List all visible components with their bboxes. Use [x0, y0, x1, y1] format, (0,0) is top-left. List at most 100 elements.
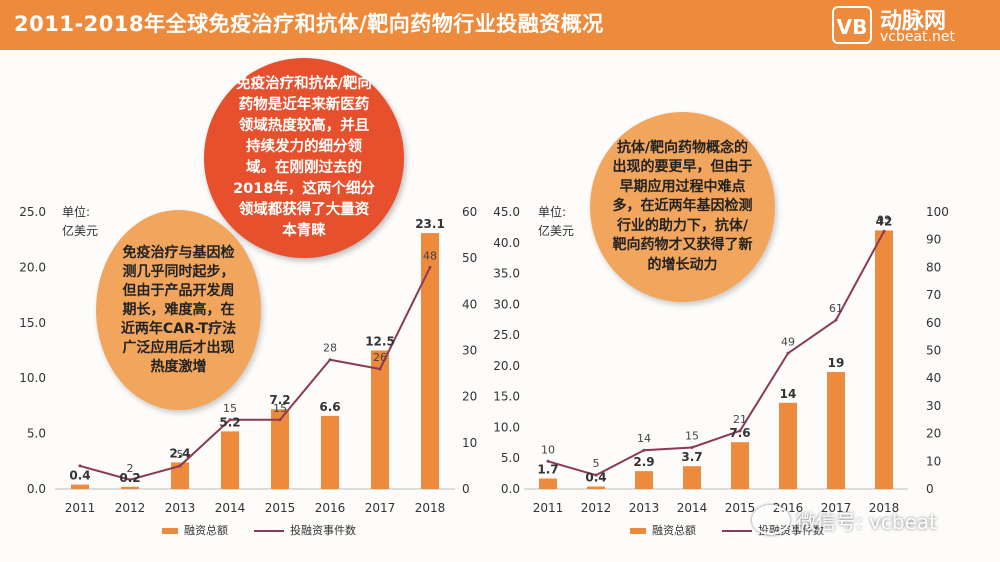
bar-2016 — [321, 415, 339, 489]
legend-line-label: 投融资事件数 — [290, 523, 356, 537]
y-left-tick-label: 25.0 — [19, 205, 46, 219]
y-right-tick-label: 10 — [926, 454, 941, 468]
y-left-tick-label: 45.0 — [493, 205, 520, 219]
y-left-tick-label: 15.0 — [493, 390, 520, 404]
event-count-point-2011 — [546, 459, 550, 463]
y-left-tick-label: 0.0 — [27, 482, 46, 496]
bar-2014 — [221, 431, 239, 489]
event-count-label-2012: 5 — [593, 457, 600, 470]
bar-value-label-2016: 14 — [780, 387, 797, 401]
legend-bar-swatch — [630, 528, 646, 534]
vcbeat-logo-url: vcbeat.net — [880, 29, 955, 45]
immuno-antibody-summary-bubble: 免疫治疗和抗体/靶向药物是近年来新医药领域热度较高，并且持续发力的细分领域。在刚… — [204, 58, 404, 258]
event-count-point-2013 — [178, 464, 182, 468]
bar-value-label-2018: 42 — [876, 214, 893, 228]
x-tick-label-2011: 2011 — [533, 501, 564, 515]
bar-value-label-2014: 5.2 — [219, 415, 240, 429]
x-tick-label-2017: 2017 — [365, 501, 396, 515]
x-tick-label-2018: 2018 — [415, 501, 446, 515]
event-count-point-2017 — [378, 367, 382, 371]
bar-2015 — [731, 442, 749, 489]
bar-value-label-2015: 7.6 — [729, 426, 750, 440]
y-right-tick-label: 60 — [462, 205, 477, 219]
bar-2012 — [587, 486, 605, 489]
x-tick-label-2018: 2018 — [869, 501, 900, 515]
y-left-tick-label: 20.0 — [19, 260, 46, 274]
immunotherapy-note-bubble: 免疫治疗与基因检测几乎同时起步，但由于产品开发周期长，难度高，在近两年CAR-T… — [96, 210, 261, 410]
event-count-point-2011 — [78, 464, 82, 468]
x-tick-label-2015: 2015 — [725, 501, 756, 515]
bar-2017 — [827, 372, 845, 489]
y-right-tick-label: 0 — [926, 482, 934, 496]
x-tick-label-2016: 2016 — [315, 501, 346, 515]
event-count-label-2016: 28 — [323, 342, 337, 355]
x-tick-label-2011: 2011 — [65, 501, 96, 515]
event-count-label-2011: 10 — [541, 443, 555, 456]
bar-2014 — [683, 466, 701, 489]
event-count-label-2014: 15 — [685, 429, 699, 442]
event-count-point-2018 — [428, 265, 432, 269]
y-right-tick-label: 20 — [462, 390, 477, 404]
bar-value-label-2012: 0.2 — [119, 471, 140, 485]
y-right-tick-label: 30 — [462, 344, 477, 358]
y-right-tick-label: 100 — [926, 205, 949, 219]
x-tick-label-2012: 2012 — [581, 501, 612, 515]
event-count-point-2015 — [738, 429, 742, 433]
y-left-tick-label: 5.0 — [501, 451, 520, 465]
event-count-point-2016 — [328, 358, 332, 362]
bar-2011 — [539, 478, 557, 489]
y-left-tick-label: 10.0 — [493, 420, 520, 434]
event-count-point-2018 — [882, 229, 886, 233]
x-tick-label-2017: 2017 — [821, 501, 852, 515]
wechat-watermark: 微信号: vcbeat — [752, 505, 937, 535]
event-count-point-2015 — [278, 418, 282, 422]
bar-2016 — [779, 402, 797, 489]
event-count-point-2012 — [594, 473, 598, 477]
event-count-label-2016: 49 — [781, 335, 795, 348]
y-right-tick-label: 10 — [462, 436, 477, 450]
antibody-note-bubble: 抗体/靶向药物概念的出现的要更早，但由于早期应用过程中难点多，在近两年基因检测行… — [590, 112, 775, 302]
y-right-tick-label: 70 — [926, 288, 941, 302]
y-left-tick-label: 20.0 — [493, 359, 520, 373]
legend-bar-label: 融资总额 — [184, 523, 228, 537]
y-right-tick-label: 50 — [462, 251, 477, 265]
x-tick-label-2013: 2013 — [629, 501, 660, 515]
page-title: 2011-2018年全球免疫治疗和抗体/靶向药物行业投融资概况 — [14, 12, 604, 36]
event-count-label-2012: 2 — [127, 462, 134, 475]
event-count-label-2013: 14 — [637, 432, 651, 445]
y-right-tick-label: 50 — [926, 344, 941, 358]
bar-value-label-2011: 1.7 — [537, 463, 558, 477]
event-count-point-2014 — [690, 445, 694, 449]
event-count-line — [547, 230, 885, 477]
unit-label-line1: 单位: — [538, 204, 566, 219]
bar-2011 — [71, 484, 89, 489]
event-count-point-2017 — [834, 318, 838, 322]
y-left-tick-label: 30.0 — [493, 297, 520, 311]
y-right-tick-label: 30 — [926, 399, 941, 413]
y-left-tick-label: 0.0 — [501, 482, 520, 496]
event-count-point-2016 — [786, 351, 790, 355]
bar-value-label-2012: 0.4 — [585, 471, 606, 485]
immunotherapy-financing-chart: 单位: 亿美元 0.0 5.0 10.0 15.0 20.0 25.0 0 10 20 30 40 50 6… — [19, 204, 477, 537]
event-count-label-2013: 5 — [177, 448, 184, 461]
event-count-label-2018: 93 — [877, 213, 891, 226]
event-count-label-2015: 15 — [273, 402, 287, 415]
event-count-point-2013 — [642, 448, 646, 452]
bar-2018 — [421, 233, 439, 489]
bar-value-label-2017: 12.5 — [365, 335, 395, 349]
bar-value-label-2011: 0.4 — [69, 469, 90, 483]
x-tick-label-2013: 2013 — [165, 501, 196, 515]
x-tick-label-2014: 2014 — [215, 501, 246, 515]
event-count-label-2015: 21 — [733, 413, 747, 426]
y-left-tick-label: 10.0 — [19, 371, 46, 385]
header-bar: 2011-2018年全球免疫治疗和抗体/靶向药物行业投融资概况 VB 动脉网 v… — [0, 0, 1000, 50]
vcbeat-logo-name: 动脉网 — [880, 9, 947, 34]
y-right-tick-label: 80 — [926, 260, 941, 274]
y-left-tick-label: 35.0 — [493, 267, 520, 281]
event-count-label-2017: 61 — [829, 302, 843, 315]
x-tick-label-2012: 2012 — [115, 501, 146, 515]
bar-2012 — [121, 486, 139, 489]
unit-label-line2: 亿美元 — [62, 223, 98, 238]
bar-value-label-2016: 6.6 — [319, 400, 340, 414]
event-count-label-2014: 15 — [223, 402, 237, 415]
